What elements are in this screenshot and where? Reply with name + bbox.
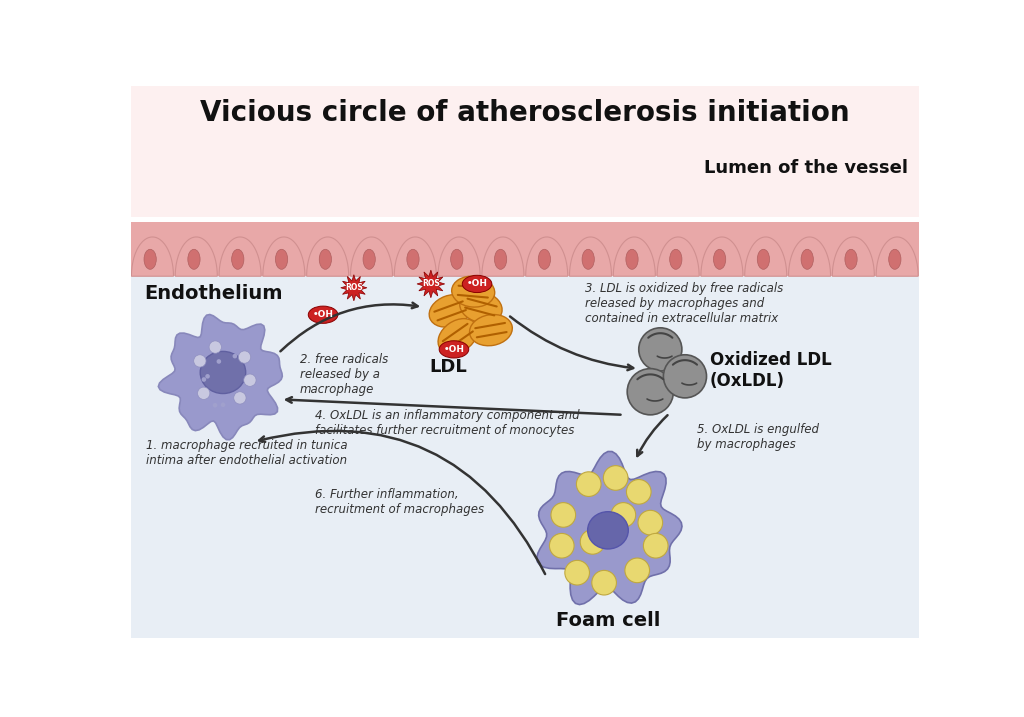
Ellipse shape [626, 250, 638, 270]
Polygon shape [700, 237, 743, 276]
Circle shape [244, 374, 256, 386]
Ellipse shape [889, 250, 901, 270]
Ellipse shape [460, 291, 502, 323]
Circle shape [611, 503, 636, 527]
FancyBboxPatch shape [131, 63, 920, 217]
Polygon shape [744, 237, 786, 276]
Circle shape [198, 387, 210, 399]
Ellipse shape [407, 250, 419, 270]
Text: 3. LDL is oxidized by free radicals
released by macrophages and
contained in ext: 3. LDL is oxidized by free radicals rele… [585, 282, 783, 326]
Text: 4. OxLDL is an inflammatory component and
facilitates further recruitment of mon: 4. OxLDL is an inflammatory component an… [315, 409, 580, 437]
Polygon shape [877, 237, 919, 276]
Circle shape [592, 570, 616, 595]
Circle shape [209, 341, 221, 353]
Circle shape [232, 353, 238, 358]
Ellipse shape [582, 250, 594, 270]
Polygon shape [263, 237, 305, 276]
Circle shape [643, 533, 668, 558]
Ellipse shape [187, 250, 200, 270]
Ellipse shape [231, 250, 244, 270]
Circle shape [239, 351, 251, 364]
Ellipse shape [452, 276, 495, 307]
Ellipse shape [364, 250, 376, 270]
Text: Oxidized LDL
(OxLDL): Oxidized LDL (OxLDL) [710, 351, 831, 389]
Circle shape [565, 561, 590, 585]
Text: Endothelium: Endothelium [144, 284, 283, 303]
Polygon shape [482, 237, 524, 276]
Ellipse shape [539, 250, 551, 270]
Ellipse shape [451, 250, 463, 270]
Polygon shape [131, 237, 173, 276]
Circle shape [628, 369, 674, 415]
Text: 5. OxLDL is engulfed
by macrophages: 5. OxLDL is engulfed by macrophages [696, 422, 818, 450]
Circle shape [233, 391, 246, 404]
Polygon shape [219, 237, 261, 276]
Ellipse shape [439, 341, 469, 358]
Polygon shape [537, 452, 682, 604]
Ellipse shape [801, 250, 813, 270]
Text: 1. macrophage recruited in tunica
intima after endothelial activation: 1. macrophage recruited in tunica intima… [146, 440, 347, 467]
Text: 6. Further inflammation,
recruitment of macrophages: 6. Further inflammation, recruitment of … [315, 488, 484, 516]
Polygon shape [438, 237, 480, 276]
Circle shape [221, 402, 225, 407]
Circle shape [216, 359, 221, 364]
Polygon shape [159, 315, 283, 440]
Circle shape [202, 377, 206, 382]
Polygon shape [350, 237, 392, 276]
Ellipse shape [758, 250, 770, 270]
Text: •OH: •OH [443, 345, 465, 354]
Circle shape [627, 480, 651, 504]
Ellipse shape [462, 275, 492, 293]
Ellipse shape [714, 250, 726, 270]
Text: Foam cell: Foam cell [556, 611, 660, 630]
Ellipse shape [470, 315, 512, 346]
Ellipse shape [438, 318, 477, 354]
Text: •OH: •OH [312, 310, 334, 319]
Text: Vicious circle of atherosclerosis initiation: Vicious circle of atherosclerosis initia… [200, 99, 850, 127]
Polygon shape [341, 275, 367, 301]
Text: 2. free radicals
released by a
macrophage: 2. free radicals released by a macrophag… [300, 353, 388, 397]
Circle shape [638, 511, 663, 535]
Polygon shape [657, 237, 699, 276]
Circle shape [639, 328, 682, 371]
Ellipse shape [429, 295, 471, 327]
Polygon shape [788, 237, 830, 276]
Ellipse shape [845, 250, 857, 270]
Polygon shape [833, 237, 874, 276]
Circle shape [551, 503, 575, 527]
Polygon shape [306, 237, 349, 276]
Circle shape [664, 355, 707, 398]
Polygon shape [569, 237, 611, 276]
Ellipse shape [308, 306, 338, 323]
Polygon shape [175, 237, 217, 276]
Circle shape [205, 374, 210, 379]
Ellipse shape [588, 512, 629, 549]
Ellipse shape [201, 351, 246, 394]
FancyBboxPatch shape [131, 261, 920, 638]
Ellipse shape [144, 250, 157, 270]
Circle shape [550, 533, 574, 558]
Circle shape [581, 530, 605, 554]
Circle shape [603, 465, 628, 490]
Polygon shape [417, 270, 444, 298]
Circle shape [194, 355, 206, 367]
Text: •OH: •OH [467, 280, 487, 288]
Text: Lumen of the vessel: Lumen of the vessel [705, 159, 908, 177]
Ellipse shape [670, 250, 682, 270]
Text: LDL: LDL [429, 358, 467, 376]
Circle shape [213, 403, 217, 407]
Text: ROS: ROS [422, 280, 439, 288]
Ellipse shape [319, 250, 332, 270]
Circle shape [577, 472, 601, 496]
Ellipse shape [275, 250, 288, 270]
Ellipse shape [495, 250, 507, 270]
Polygon shape [525, 237, 567, 276]
Circle shape [625, 558, 649, 583]
Polygon shape [394, 237, 436, 276]
Text: ROS: ROS [345, 283, 362, 293]
FancyBboxPatch shape [131, 222, 920, 276]
Polygon shape [613, 237, 655, 276]
